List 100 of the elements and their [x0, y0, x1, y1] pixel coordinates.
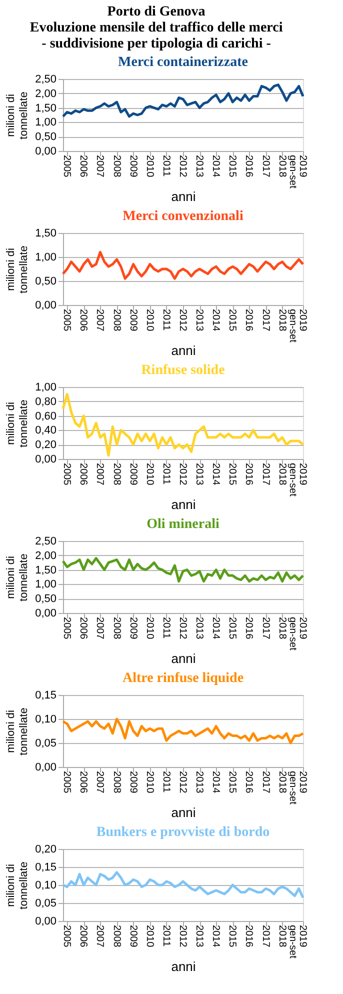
y-tick-label: 1,00	[35, 252, 56, 264]
x-tick-label: 2018	[276, 771, 288, 794]
line-series	[62, 871, 304, 899]
x-tick-label: 2005	[61, 925, 72, 948]
y-tick-label: 0,10	[35, 714, 56, 726]
line-series	[62, 718, 304, 744]
chart-title: Bunkers e provviste di bordo	[96, 825, 270, 840]
x-tick-label: 2005	[61, 771, 72, 794]
x-tick-label: 2011	[160, 463, 172, 485]
y-tick-label: 1,50	[35, 564, 56, 576]
x-tick-label: 2006	[78, 463, 89, 486]
x-tick-label: 2006	[78, 309, 89, 332]
x-tick-label: 2008	[110, 925, 122, 948]
x-tick-label: 2012	[177, 309, 188, 332]
line-series	[62, 557, 304, 583]
y-tick-label: 0,00	[35, 454, 56, 466]
x-tick-label: 2011	[160, 309, 172, 331]
x-tick-label: 2010	[144, 155, 155, 178]
x-tick-label: 2007	[94, 925, 106, 948]
x-tick-label: 2013	[194, 309, 205, 332]
y-tick-label: 2,50	[35, 74, 56, 86]
y-axis-title: milioni di tonnellate	[5, 708, 30, 756]
y-tick-label: 0,00	[35, 916, 56, 928]
x-tick-label: 2010	[144, 771, 155, 794]
y-tick-label: 0,40	[35, 424, 56, 437]
text: Evoluzione mensile del traffico delle merci	[30, 20, 283, 36]
x-tick-label: 2018	[276, 309, 288, 332]
x-tick-label: 2016	[243, 155, 254, 178]
y-tick-label: 2,00	[35, 550, 56, 562]
x-tick-label: 2019 gen-set	[287, 925, 308, 959]
y-axis-title: milioni di tonnellate	[5, 246, 30, 294]
y-axis-title: milioni di tonnellate	[5, 862, 30, 910]
x-tick-label: 2008	[110, 771, 122, 794]
y-tick-label: 0,05	[35, 738, 56, 750]
y-tick-label: 0,60	[35, 410, 56, 422]
x-axis-title: anni	[171, 959, 196, 974]
x-tick-label: 2016	[243, 771, 254, 794]
x-tick-label: 2016	[243, 617, 254, 640]
y-tick-label: 0,00	[35, 300, 56, 312]
x-tick-label: 2012	[177, 463, 188, 486]
y-tick-label: 0,80	[35, 396, 56, 408]
x-tick-label: 2016	[243, 463, 254, 486]
y-tick-label: 0,00	[35, 762, 56, 774]
x-tick-label: 2010	[144, 925, 155, 948]
x-tick-label: 2008	[110, 617, 122, 640]
x-tick-label: 2017	[260, 771, 271, 794]
x-tick-label: 2011	[160, 925, 172, 947]
x-tick-label: 2009	[127, 155, 138, 178]
text: - suddivisione per tipologia di carichi -	[42, 36, 272, 52]
x-tick-label: 2014	[210, 463, 222, 486]
line-series	[62, 392, 304, 457]
x-tick-label: 2015	[226, 463, 238, 486]
x-tick-label: 2013	[194, 155, 205, 178]
x-tick-label: 2011	[160, 771, 172, 793]
x-tick-label: 2015	[226, 771, 238, 794]
chart-title: Oli minerali	[146, 517, 220, 532]
y-tick-label: 0,15	[35, 690, 56, 702]
x-tick-label: 2010	[144, 463, 155, 486]
x-tick-label: 2009	[127, 309, 138, 332]
x-tick-label: 2015	[226, 617, 238, 640]
x-tick-label: 2013	[194, 463, 205, 486]
x-tick-label: 2018	[276, 155, 288, 178]
y-axis-title: milioni di tonnellate	[5, 554, 30, 602]
x-tick-label: 2014	[210, 617, 222, 640]
x-tick-label: 2017	[260, 463, 271, 486]
x-tick-label: 2007	[94, 617, 106, 640]
x-tick-label: 2014	[210, 771, 222, 794]
y-tick-label: 0,50	[35, 131, 56, 144]
x-tick-label: 2008	[110, 155, 122, 178]
x-axis-title: anni	[171, 805, 196, 820]
x-tick-label: 2009	[127, 463, 138, 486]
x-tick-label: 2008	[110, 463, 122, 486]
chart-title: Altre rinfuse liquide	[122, 671, 244, 686]
x-tick-label: 2012	[177, 617, 188, 640]
y-tick-label: 0,50	[35, 276, 56, 288]
y-tick-label: 1,00	[35, 382, 56, 394]
x-axis-title: anni	[171, 189, 196, 204]
y-tick-label: 0,20	[35, 844, 56, 856]
x-tick-label: 2016	[243, 925, 254, 948]
text: Porto di Genova	[107, 4, 206, 20]
x-tick-label: 2012	[177, 925, 188, 948]
x-tick-label: 2005	[61, 463, 72, 486]
x-tick-label: 2009	[127, 771, 138, 794]
x-tick-label: 2007	[94, 771, 106, 794]
x-tick-label: 2006	[78, 771, 89, 794]
y-tick-label: 0,05	[35, 898, 56, 910]
x-tick-label: 2011	[160, 155, 172, 177]
x-tick-label: 2011	[160, 617, 172, 639]
x-tick-label: 2015	[226, 925, 238, 948]
y-axis-title: milioni di tonnellate	[5, 400, 30, 448]
x-tick-label: 2017	[260, 617, 271, 640]
x-tick-label: 2005	[61, 155, 72, 178]
line-series	[62, 84, 304, 118]
x-tick-label: 2014	[210, 155, 222, 178]
y-tick-label: 2,00	[35, 88, 56, 100]
x-tick-label: 2012	[177, 155, 188, 178]
x-tick-label: 2006	[78, 155, 89, 178]
x-tick-label: 2010	[144, 309, 155, 332]
x-axis-title: anni	[171, 497, 196, 512]
x-tick-label: 2013	[194, 771, 205, 794]
